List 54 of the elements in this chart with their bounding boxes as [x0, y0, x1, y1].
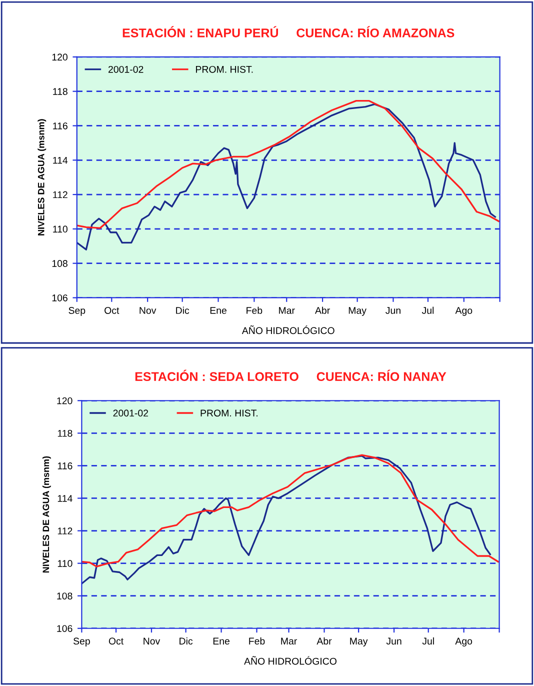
x-tick-label: Abr	[316, 637, 332, 645]
y-tick-label: 110	[58, 560, 72, 567]
line-series	[82, 455, 491, 584]
line-series	[76, 100, 500, 229]
x-tick-label: Jun	[386, 638, 402, 645]
y-tick-label: 110	[53, 226, 68, 233]
x-tick-label: Oct	[108, 638, 124, 645]
y-axis-title: NIVELES DE AGUA (msnm)	[38, 119, 46, 236]
x-tick-label: Abr	[314, 306, 330, 314]
y-tick-label: 112	[53, 191, 68, 198]
y-tick-label: 120	[52, 54, 68, 61]
y-tick-label: 106	[52, 294, 68, 302]
line-series	[76, 103, 496, 250]
x-tick-label: Jun	[386, 307, 400, 314]
x-tick-label: Mar	[281, 638, 297, 645]
x-tick-label: Sep	[73, 638, 90, 646]
y-tick-label: 108	[52, 260, 68, 267]
x-axis-title: AÑO HIDROLÓGICO	[244, 656, 336, 665]
x-tick-label: Nov	[144, 638, 160, 645]
x-tick-label: Oct	[104, 307, 120, 314]
x-tick-label: May	[348, 307, 366, 316]
y-tick-label: 116	[58, 462, 72, 470]
y-tick-label: 118	[53, 88, 68, 95]
y-tick-label: 108	[57, 592, 72, 600]
x-tick-label: Nov	[140, 307, 156, 314]
x-tick-label: Mar	[279, 307, 295, 314]
x-tick-label: Ene	[210, 307, 226, 314]
y-tick-label: 120	[57, 397, 72, 404]
x-axis-title: AÑO HIDROLÓGICO	[242, 325, 334, 334]
y-tick-label: 114	[58, 495, 72, 502]
chart-title: ESTACIÓN : SEDA LORETO CUENCA: RÍO NANAY	[135, 370, 446, 382]
x-tick-label: Dic	[180, 637, 193, 645]
x-tick-label: Ago	[455, 307, 472, 316]
legend-label: 2001-02	[113, 410, 148, 417]
y-tick-label: 116	[53, 122, 68, 130]
x-tick-label: Feb	[246, 306, 262, 314]
y-tick-label: 106	[57, 625, 72, 632]
legend-label: PROM. HIST.	[196, 66, 253, 73]
legend-label: PROM. HIST.	[200, 410, 258, 417]
x-tick-label: Ago	[455, 638, 472, 646]
x-tick-label: Feb	[249, 637, 265, 645]
x-tick-label: Sep	[68, 307, 86, 316]
x-tick-label: Dic	[176, 306, 190, 314]
x-tick-label: Ene	[213, 638, 230, 645]
y-tick-label: 112	[58, 528, 72, 534]
x-tick-label: Jul	[422, 306, 434, 314]
legend-label: 2001-02	[108, 66, 144, 73]
y-axis-title: NIVELES DE AGUA (msnm)	[42, 456, 51, 572]
x-tick-label: May	[350, 638, 368, 646]
x-tick-label: Jul	[422, 637, 434, 645]
y-tick-label: 114	[53, 156, 68, 164]
line-series	[82, 454, 499, 568]
y-tick-label: 118	[58, 430, 72, 437]
chart-title: ESTACIÓN : ENAPU PERÚ CUENCA: RÍO AMAZONAS	[122, 26, 454, 38]
